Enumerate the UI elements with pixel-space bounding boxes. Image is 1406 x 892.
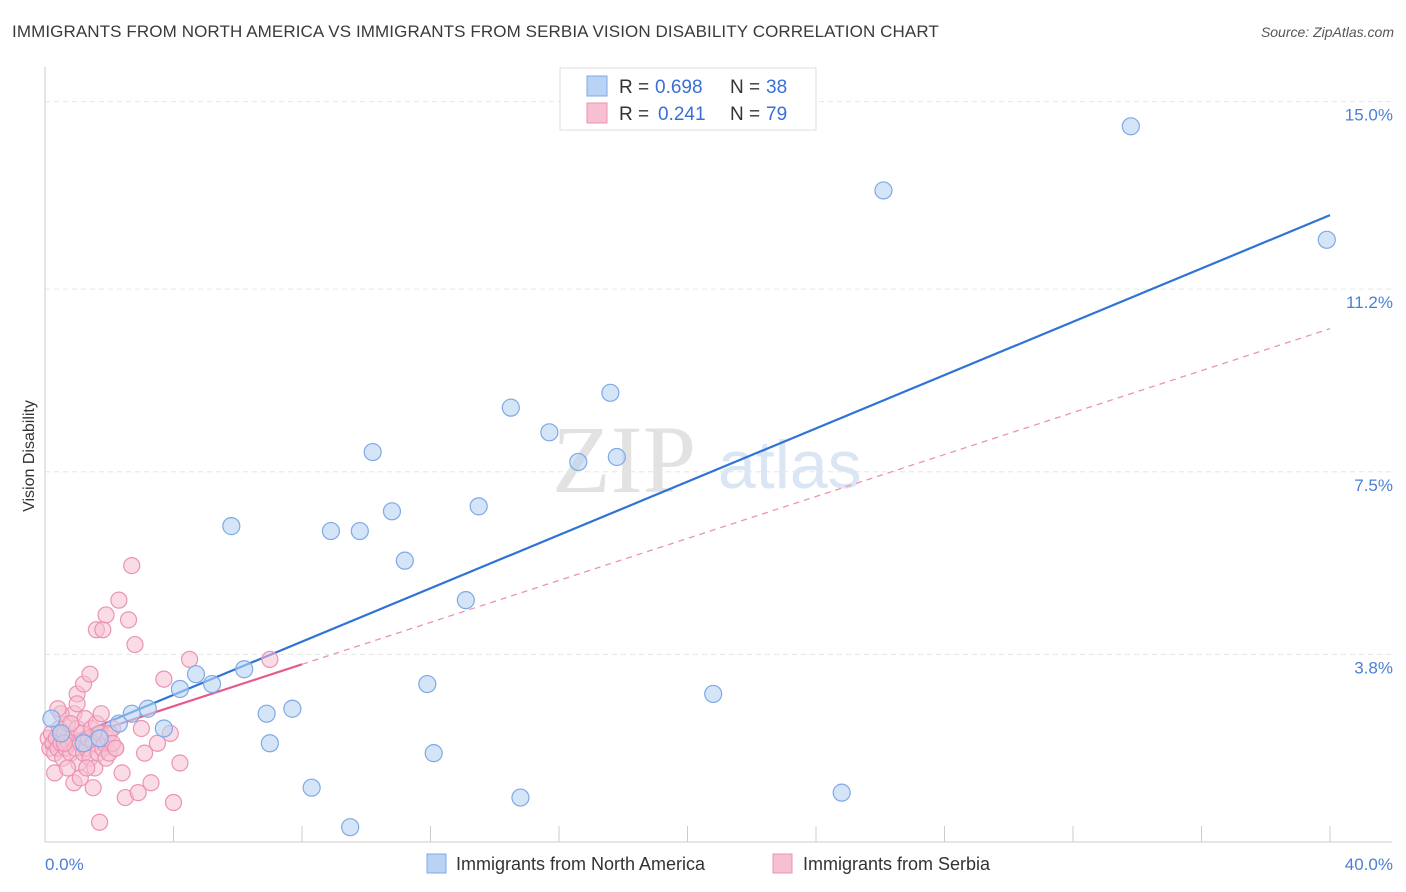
north-america-point: [1317, 230, 1336, 249]
north-america-point: [601, 383, 620, 402]
legend-r-label-1: R =: [619, 77, 649, 98]
north-america-point: [704, 684, 723, 704]
north-america-point: [874, 181, 893, 200]
serbia-point: [123, 556, 141, 575]
serbia-point: [107, 739, 125, 757]
legend-swatch-blue: [586, 75, 608, 97]
x-tick-label: 40.0%: [1345, 855, 1393, 874]
legend-n-label-1: N =: [730, 77, 760, 98]
north-america-point: [138, 699, 157, 718]
north-america-point: [569, 452, 588, 472]
series-north-america-points: [42, 117, 1336, 837]
north-america-point: [363, 442, 382, 462]
north-america-point: [51, 724, 71, 743]
north-america-point: [170, 679, 190, 699]
serbia-point: [180, 650, 199, 668]
north-america-point: [202, 674, 222, 694]
y-tick-label: 11.2%: [1346, 293, 1393, 312]
serbia-trend-line-dashed: [301, 328, 1331, 665]
serbia-point: [155, 670, 173, 688]
bottom-legend-swatch-blue: [426, 853, 447, 874]
north-america-point: [302, 778, 321, 797]
legend-r-value-1: 0.698: [655, 77, 703, 98]
north-america-point: [109, 714, 128, 733]
serbia-point: [171, 754, 189, 772]
north-america-point: [395, 551, 414, 570]
y-tick-label: 7.5%: [1354, 476, 1393, 495]
north-america-point: [321, 521, 341, 541]
north-america-point: [607, 447, 626, 467]
bottom-legend-swatch-pink: [772, 853, 793, 874]
north-america-point: [424, 744, 443, 763]
north-america-point: [186, 665, 206, 684]
north-america-point: [42, 709, 61, 728]
serbia-point: [135, 744, 154, 762]
north-america-point: [122, 704, 141, 723]
north-america-point: [1121, 117, 1140, 136]
tick-labels: 3.8% 7.5% 11.2% 15.0% 0.0% 40.0%: [45, 106, 1393, 874]
north-america-point: [501, 398, 520, 417]
x-tick-label: 0.0%: [45, 855, 84, 874]
legend-r-value-2: 0.241: [658, 104, 706, 125]
serbia-point: [142, 774, 160, 792]
legend-n-value-1: 38: [766, 77, 787, 98]
serbia-point: [92, 705, 110, 723]
serbia-point: [129, 784, 147, 802]
north-america-point: [222, 517, 241, 536]
serbia-point: [119, 611, 138, 629]
bottom-legend-north-america: Immigrants from North America: [456, 854, 706, 874]
serbia-point: [126, 635, 144, 654]
serbia-point: [94, 621, 112, 639]
north-america-point: [511, 788, 530, 807]
serbia-point: [261, 650, 279, 668]
series-serbia-points: [39, 556, 279, 831]
series-legend: Immigrants from North America Immigrants…: [426, 853, 991, 874]
north-america-point: [283, 699, 302, 718]
north-america-point: [350, 521, 369, 541]
gridlines: [45, 101, 1392, 655]
north-america-point: [154, 719, 173, 738]
north-america-point: [418, 674, 437, 694]
chart-title: IMMIGRANTS FROM NORTH AMERICA VS IMMIGRA…: [12, 22, 939, 41]
y-axis-label: Vision Disability: [21, 400, 38, 512]
north-america-point: [382, 502, 402, 521]
legend-swatch-pink: [586, 102, 608, 124]
north-america-point: [235, 660, 254, 679]
serbia-point: [58, 759, 77, 777]
serbia-point: [164, 793, 183, 812]
legend-n-value-2: 79: [766, 104, 787, 125]
serbia-point: [78, 759, 96, 777]
serbia-point: [68, 695, 86, 713]
correlation-legend: R = 0.698 N = 38 R = 0.241 N = 79: [559, 67, 817, 131]
serbia-point: [91, 813, 109, 831]
north-america-point: [257, 704, 276, 723]
north-america-point: [456, 591, 475, 610]
legend-n-label-2: N =: [730, 104, 760, 125]
north-america-point: [260, 734, 279, 753]
serbia-point: [110, 591, 128, 609]
north-america-trend-line: [44, 214, 1331, 750]
y-tick-label: 15.0%: [1345, 106, 1393, 125]
serbia-point: [97, 606, 115, 624]
north-america-point: [74, 734, 93, 753]
north-america-point: [832, 783, 851, 802]
north-america-point: [469, 497, 488, 516]
legend-r-label-2: R =: [619, 104, 649, 125]
north-america-point: [540, 423, 559, 442]
y-tick-label: 3.8%: [1354, 658, 1393, 677]
bottom-legend-serbia: Immigrants from Serbia: [803, 854, 991, 874]
north-america-point: [90, 729, 109, 748]
serbia-point: [84, 779, 102, 797]
north-america-point: [341, 818, 360, 837]
source-label: Source: ZipAtlas.com: [1260, 24, 1394, 40]
serbia-point: [113, 764, 131, 782]
serbia-point: [132, 719, 150, 738]
serbia-point: [81, 665, 99, 683]
serbia-point: [148, 734, 167, 752]
